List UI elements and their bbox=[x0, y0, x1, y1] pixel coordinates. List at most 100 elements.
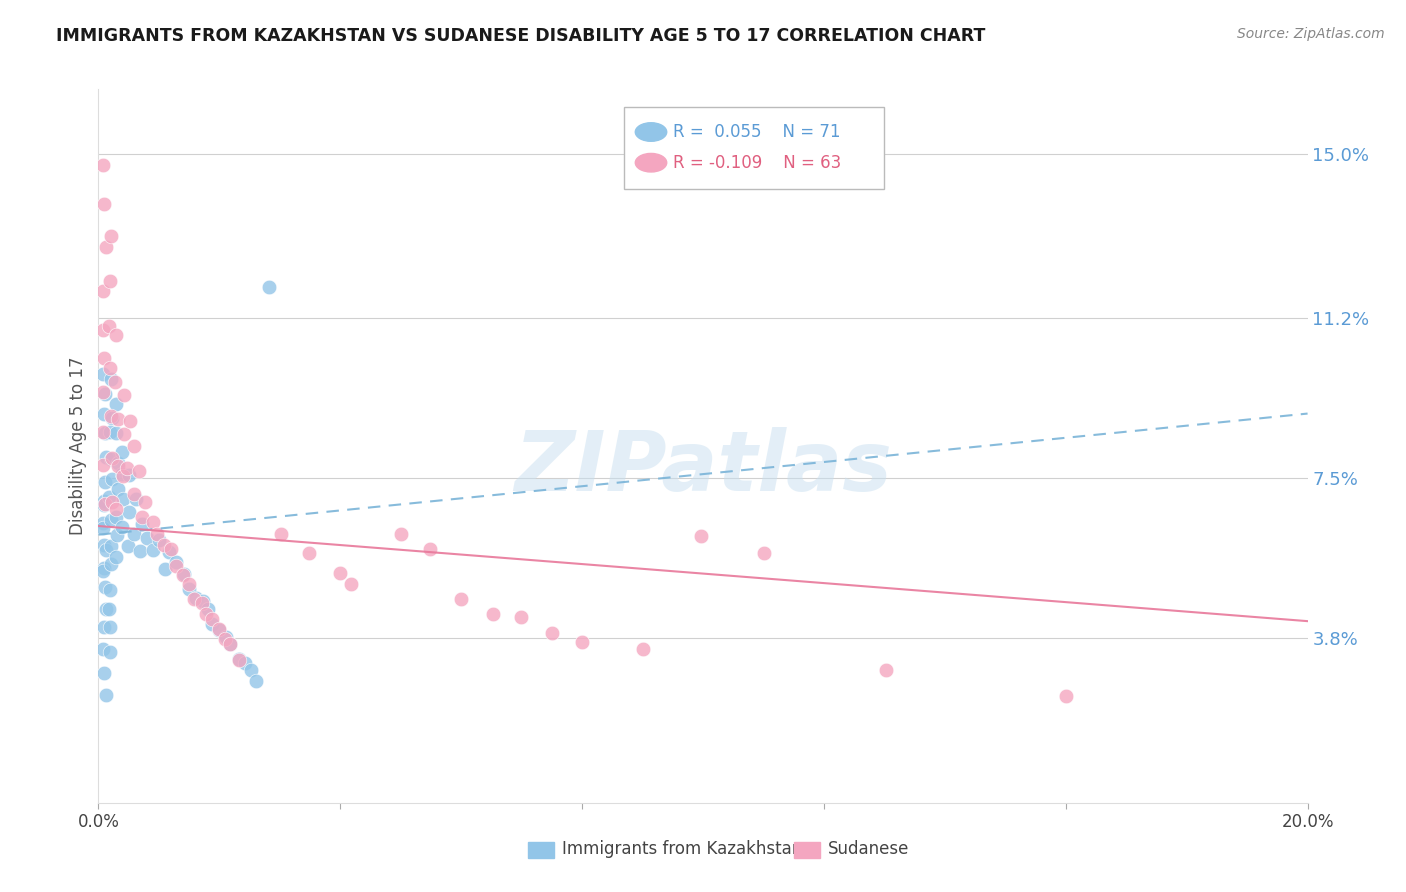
Point bbox=[125, 491, 148, 506]
Point bbox=[128, 464, 150, 478]
Point bbox=[91, 157, 114, 171]
Text: IMMIGRANTS FROM KAZAKHSTAN VS SUDANESE DISABILITY AGE 5 TO 17 CORRELATION CHART: IMMIGRANTS FROM KAZAKHSTAN VS SUDANESE D… bbox=[56, 27, 986, 45]
Point bbox=[690, 529, 713, 543]
Point bbox=[111, 467, 134, 481]
Point bbox=[482, 607, 505, 621]
Point bbox=[134, 495, 156, 509]
Point bbox=[179, 576, 201, 591]
Point bbox=[153, 538, 176, 552]
Point bbox=[191, 593, 214, 607]
Point bbox=[98, 491, 121, 505]
Point bbox=[93, 620, 115, 634]
Point bbox=[93, 407, 115, 421]
Point bbox=[105, 397, 128, 411]
Point bbox=[104, 327, 127, 342]
Point bbox=[94, 580, 117, 594]
Point bbox=[101, 451, 124, 466]
Point bbox=[183, 591, 205, 606]
Point bbox=[94, 426, 117, 441]
Point bbox=[93, 499, 115, 513]
Point bbox=[101, 410, 124, 425]
Point bbox=[100, 583, 122, 598]
Text: Source: ZipAtlas.com: Source: ZipAtlas.com bbox=[1237, 27, 1385, 41]
Point bbox=[112, 388, 135, 402]
Point bbox=[142, 542, 165, 557]
Point bbox=[201, 612, 224, 626]
Point bbox=[340, 577, 363, 591]
Circle shape bbox=[636, 153, 666, 172]
Point bbox=[257, 279, 280, 293]
Point bbox=[148, 533, 170, 548]
Point bbox=[122, 439, 145, 453]
Point bbox=[135, 531, 157, 545]
Point bbox=[419, 541, 441, 556]
Point bbox=[98, 425, 121, 439]
Point bbox=[117, 467, 139, 482]
Point bbox=[91, 284, 114, 298]
Point bbox=[107, 482, 129, 496]
Point bbox=[93, 521, 115, 535]
Point bbox=[93, 561, 115, 575]
Point bbox=[233, 656, 256, 670]
Point bbox=[91, 641, 114, 656]
Point bbox=[101, 495, 124, 509]
Point bbox=[172, 567, 194, 582]
Point bbox=[165, 555, 187, 569]
Point bbox=[98, 602, 121, 616]
Point bbox=[100, 229, 122, 244]
Point bbox=[329, 566, 352, 581]
Point bbox=[131, 509, 153, 524]
Point bbox=[100, 540, 122, 554]
Point bbox=[173, 566, 195, 581]
Point bbox=[219, 637, 242, 651]
Point bbox=[208, 623, 231, 637]
Point bbox=[191, 596, 214, 610]
Point bbox=[94, 543, 117, 558]
Text: Sudanese: Sudanese bbox=[828, 840, 908, 858]
FancyBboxPatch shape bbox=[624, 107, 884, 189]
Point bbox=[91, 385, 114, 400]
Point bbox=[107, 411, 129, 425]
Point bbox=[91, 367, 114, 381]
Circle shape bbox=[636, 123, 666, 141]
Point bbox=[541, 626, 564, 640]
Point bbox=[117, 539, 139, 553]
Point bbox=[214, 632, 236, 646]
Point bbox=[93, 665, 115, 680]
Point bbox=[122, 487, 145, 501]
Bar bbox=[793, 842, 820, 858]
Point bbox=[91, 458, 114, 472]
Point bbox=[93, 475, 115, 489]
Point bbox=[105, 528, 128, 542]
Point bbox=[100, 620, 122, 634]
Y-axis label: Disability Age 5 to 17: Disability Age 5 to 17 bbox=[69, 357, 87, 535]
Point bbox=[98, 274, 121, 288]
Point bbox=[510, 610, 533, 624]
Point bbox=[159, 541, 181, 556]
Point bbox=[107, 456, 129, 470]
Point bbox=[197, 602, 219, 616]
Point bbox=[94, 688, 117, 702]
Point bbox=[239, 664, 262, 678]
Point bbox=[101, 472, 124, 486]
Point bbox=[93, 197, 115, 211]
Point bbox=[131, 517, 153, 532]
Point bbox=[98, 318, 121, 333]
Point bbox=[93, 351, 115, 365]
Point bbox=[228, 651, 250, 665]
Point bbox=[633, 642, 655, 657]
Point bbox=[165, 558, 187, 573]
Point bbox=[245, 674, 267, 689]
Point bbox=[228, 652, 250, 666]
Point bbox=[100, 513, 122, 527]
Point bbox=[111, 468, 134, 483]
Point bbox=[297, 546, 319, 560]
Point bbox=[129, 544, 152, 558]
Point bbox=[91, 564, 114, 578]
Point bbox=[104, 549, 127, 564]
Point bbox=[179, 582, 201, 596]
Point bbox=[93, 497, 115, 511]
Point bbox=[91, 425, 114, 439]
Point bbox=[146, 526, 169, 541]
Point bbox=[100, 557, 122, 571]
